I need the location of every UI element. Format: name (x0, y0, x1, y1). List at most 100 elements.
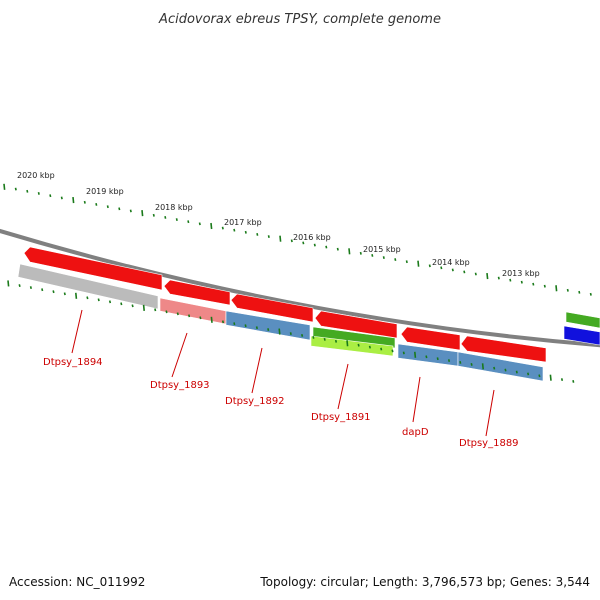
outer-tick (106, 205, 109, 209)
gene-feature (230, 293, 314, 323)
gene-feature (310, 335, 394, 357)
inner-tick (436, 357, 439, 361)
gene-leader-line (171, 332, 188, 378)
scale-label: 2020 kbp (17, 171, 55, 180)
outer-tick (578, 290, 581, 294)
outer-tick (129, 209, 132, 213)
scale-label: 2014 kbp (432, 258, 470, 267)
outer-tick (72, 197, 75, 204)
outer-tick (543, 284, 546, 288)
outer-tick (532, 282, 535, 286)
gene-leader-line (337, 363, 349, 410)
inner-tick (470, 362, 473, 366)
inner-tick (572, 380, 575, 383)
outer-tick (290, 239, 293, 243)
inner-tick (41, 288, 44, 292)
outer-tick (451, 268, 454, 272)
inner-tick (380, 347, 383, 351)
outer-tick (49, 194, 52, 198)
inner-tick (447, 359, 451, 363)
gene-label: dapD (402, 427, 429, 438)
inner-tick (368, 345, 371, 349)
inner-tick (357, 343, 360, 347)
outer-tick (440, 266, 443, 270)
inner-tick (188, 314, 191, 318)
genome-summary: Topology: circular; Length: 3,796,573 bp… (259, 575, 590, 589)
outer-tick (474, 272, 477, 276)
inner-tick (165, 310, 168, 314)
outer-tick (279, 235, 282, 242)
outer-tick (118, 207, 121, 211)
outer-tick (221, 226, 224, 230)
inner-tick (154, 308, 157, 312)
inner-tick (527, 372, 530, 376)
outer-tick (371, 254, 374, 257)
gene-label: Dtpsy_1894 (43, 357, 103, 368)
inner-tick (391, 349, 394, 353)
gene-leader-line (251, 347, 263, 394)
inner-tick (210, 316, 213, 323)
gene-label: Dtpsy_1892 (225, 396, 285, 407)
inner-tick (142, 304, 145, 311)
inner-tick (29, 286, 32, 290)
inner-tick (97, 298, 100, 302)
outer-tick (256, 233, 259, 236)
inner-tick (176, 312, 179, 316)
outer-tick (244, 230, 247, 234)
outer-tick (348, 248, 351, 255)
outer-tick (37, 192, 40, 195)
inner-tick (493, 366, 496, 370)
outer-tick (486, 272, 489, 280)
inner-tick (538, 374, 541, 378)
gene-leader-line (485, 389, 495, 437)
outer-tick (175, 218, 178, 222)
inner-tick (120, 302, 123, 306)
outer-tick (405, 260, 408, 264)
genome-backbone (0, 228, 600, 348)
gene-feature (17, 263, 159, 310)
outer-tick (83, 200, 86, 204)
gene-label: Dtpsy_1891 (311, 412, 371, 423)
inner-tick (425, 355, 428, 359)
inner-tick (515, 370, 518, 374)
inner-tick (289, 332, 292, 335)
gene-feature (400, 326, 461, 351)
outer-tick (359, 251, 362, 255)
inner-tick (549, 374, 552, 381)
outer-tick (336, 247, 339, 251)
scale-label: 2018 kbp (155, 203, 193, 212)
gene-feature (457, 351, 544, 382)
inner-tick (312, 335, 315, 339)
inner-tick (86, 296, 89, 300)
inner-tick (131, 304, 134, 308)
outer-tick (3, 183, 6, 190)
inner-tick (108, 300, 112, 304)
scale-label: 2015 kbp (363, 245, 401, 254)
gene-feature (314, 310, 398, 339)
inner-tick (199, 316, 202, 320)
outer-tick (187, 220, 190, 224)
inner-tick (18, 284, 21, 287)
inner-tick (560, 378, 564, 382)
outer-tick (302, 241, 305, 245)
inner-tick (301, 334, 304, 337)
outer-tick (497, 276, 500, 280)
gene-leader-line (71, 309, 83, 354)
inner-tick (323, 337, 326, 341)
inner-tick (402, 351, 405, 355)
outer-tick (394, 258, 397, 262)
accession-label: Accession: NC_011992 (9, 575, 145, 589)
inner-tick-ring (7, 280, 575, 383)
outer-tick (520, 280, 523, 284)
outer-tick (589, 292, 592, 296)
outer-tick (210, 222, 213, 230)
gene-feature (312, 326, 396, 349)
inner-tick (255, 326, 258, 330)
scale-label: 2017 kbp (224, 218, 262, 227)
inner-tick (63, 292, 66, 296)
inner-tick (459, 361, 462, 364)
gene-feature (460, 335, 547, 363)
inner-tick (7, 280, 10, 287)
outer-tick (233, 228, 236, 232)
